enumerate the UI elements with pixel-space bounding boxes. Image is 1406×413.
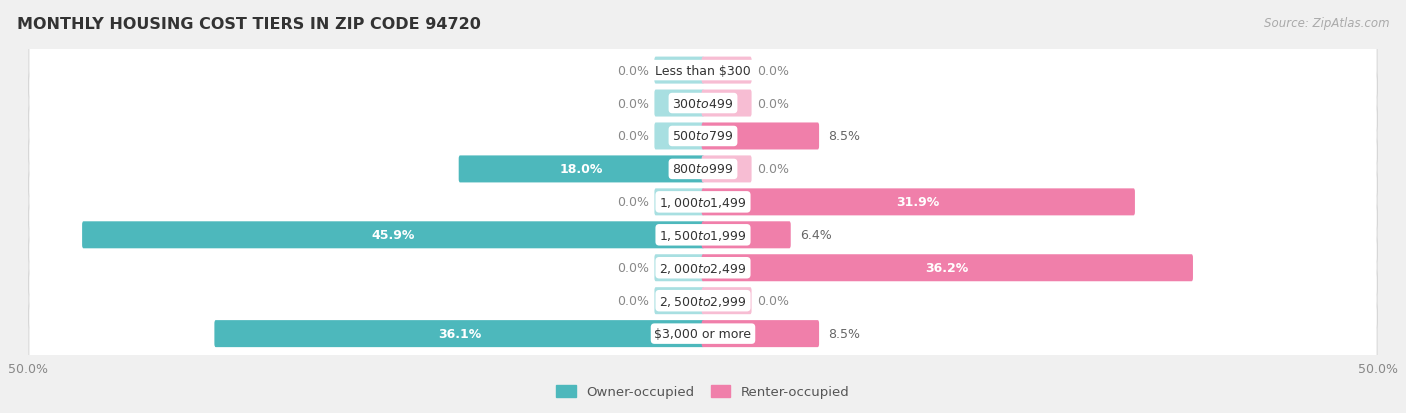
Text: 36.1%: 36.1% [437,328,481,340]
FancyBboxPatch shape [214,320,704,347]
FancyBboxPatch shape [30,270,1376,332]
Text: 8.5%: 8.5% [828,328,860,340]
FancyBboxPatch shape [30,138,1376,201]
FancyBboxPatch shape [28,38,1378,101]
Text: 6.4%: 6.4% [800,229,832,242]
FancyBboxPatch shape [702,156,752,183]
FancyBboxPatch shape [28,235,1378,298]
Text: $300 to $499: $300 to $499 [672,97,734,110]
FancyBboxPatch shape [28,71,1378,134]
Text: 0.0%: 0.0% [756,163,789,176]
Text: 36.2%: 36.2% [925,261,969,275]
Text: $3,000 or more: $3,000 or more [655,328,751,340]
FancyBboxPatch shape [654,90,704,117]
Text: Source: ZipAtlas.com: Source: ZipAtlas.com [1264,17,1389,29]
FancyBboxPatch shape [28,203,1378,265]
FancyBboxPatch shape [28,268,1378,331]
Text: 31.9%: 31.9% [897,196,941,209]
FancyBboxPatch shape [654,255,704,282]
FancyBboxPatch shape [702,222,790,249]
FancyBboxPatch shape [30,303,1376,365]
Text: $1,500 to $1,999: $1,500 to $1,999 [659,228,747,242]
FancyBboxPatch shape [458,156,704,183]
FancyBboxPatch shape [654,287,704,314]
Text: 0.0%: 0.0% [617,64,650,77]
FancyBboxPatch shape [702,189,1135,216]
FancyBboxPatch shape [30,105,1376,168]
FancyBboxPatch shape [702,57,752,84]
Text: 45.9%: 45.9% [371,229,415,242]
FancyBboxPatch shape [30,40,1376,102]
Text: 8.5%: 8.5% [828,130,860,143]
Text: 0.0%: 0.0% [617,261,650,275]
Text: 0.0%: 0.0% [756,64,789,77]
FancyBboxPatch shape [702,287,752,314]
Text: $500 to $799: $500 to $799 [672,130,734,143]
Text: MONTHLY HOUSING COST TIERS IN ZIP CODE 94720: MONTHLY HOUSING COST TIERS IN ZIP CODE 9… [17,17,481,31]
FancyBboxPatch shape [30,171,1376,234]
Text: 0.0%: 0.0% [617,97,650,110]
Text: Less than $300: Less than $300 [655,64,751,77]
Text: 0.0%: 0.0% [617,294,650,307]
FancyBboxPatch shape [702,90,752,117]
FancyBboxPatch shape [654,57,704,84]
FancyBboxPatch shape [654,123,704,150]
Text: 0.0%: 0.0% [617,196,650,209]
Text: $800 to $999: $800 to $999 [672,163,734,176]
FancyBboxPatch shape [30,237,1376,299]
FancyBboxPatch shape [654,189,704,216]
FancyBboxPatch shape [28,301,1378,364]
FancyBboxPatch shape [702,255,1192,282]
Text: $1,000 to $1,499: $1,000 to $1,499 [659,195,747,209]
Legend: Owner-occupied, Renter-occupied: Owner-occupied, Renter-occupied [551,380,855,404]
FancyBboxPatch shape [28,104,1378,166]
Text: $2,000 to $2,499: $2,000 to $2,499 [659,261,747,275]
FancyBboxPatch shape [28,170,1378,232]
Text: 0.0%: 0.0% [617,130,650,143]
FancyBboxPatch shape [30,73,1376,135]
Text: 0.0%: 0.0% [756,294,789,307]
Text: 0.0%: 0.0% [756,97,789,110]
Text: $2,500 to $2,999: $2,500 to $2,999 [659,294,747,308]
FancyBboxPatch shape [82,222,704,249]
FancyBboxPatch shape [702,320,820,347]
FancyBboxPatch shape [28,137,1378,199]
Text: 18.0%: 18.0% [560,163,603,176]
FancyBboxPatch shape [30,204,1376,266]
FancyBboxPatch shape [702,123,820,150]
